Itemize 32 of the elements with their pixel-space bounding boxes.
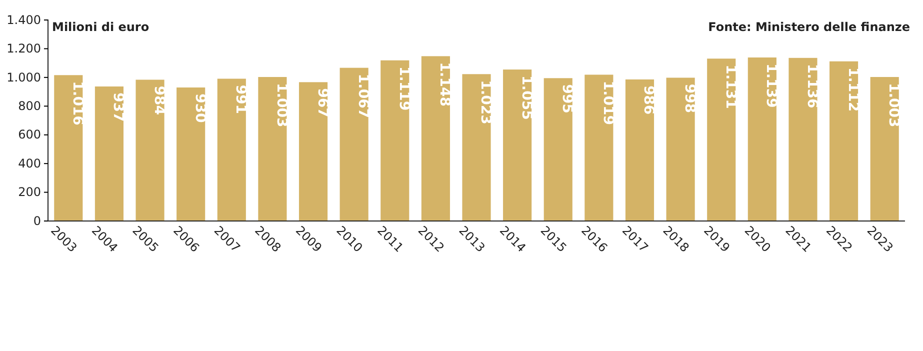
- bar: [54, 75, 83, 221]
- data-label: 986: [640, 85, 657, 115]
- bar: [625, 79, 654, 221]
- bar: [421, 56, 450, 221]
- bar: [298, 82, 328, 221]
- bar: [258, 77, 287, 221]
- annotation: Fonte: Ministero delle finanze: [708, 20, 910, 34]
- bar: [584, 74, 614, 221]
- bar: [462, 74, 491, 221]
- bar: [136, 80, 164, 221]
- y-tick-label: 200: [18, 185, 41, 200]
- bar: [870, 77, 899, 221]
- y-tick-label: 1.000: [6, 70, 41, 84]
- bar: [176, 87, 206, 221]
- bar: [788, 58, 818, 221]
- bar: [217, 78, 246, 221]
- bar: [380, 60, 410, 221]
- y-tick-label: 800: [18, 98, 41, 113]
- bar: [707, 58, 736, 221]
- bar: [340, 68, 368, 221]
- y-tick-label: 400: [18, 156, 41, 170]
- bar: [503, 70, 532, 221]
- bar: [748, 57, 776, 221]
- bar: [830, 61, 858, 221]
- bar: [544, 78, 572, 221]
- y-tick-label: 1.400: [6, 12, 41, 27]
- y-tick-label: 600: [18, 128, 41, 142]
- y-tick-label: 1.200: [6, 42, 41, 56]
- y-axis-title: Milioni di euro: [52, 20, 150, 34]
- bar: [666, 78, 695, 221]
- bar: [94, 86, 124, 221]
- y-tick-label: 0: [33, 214, 41, 228]
